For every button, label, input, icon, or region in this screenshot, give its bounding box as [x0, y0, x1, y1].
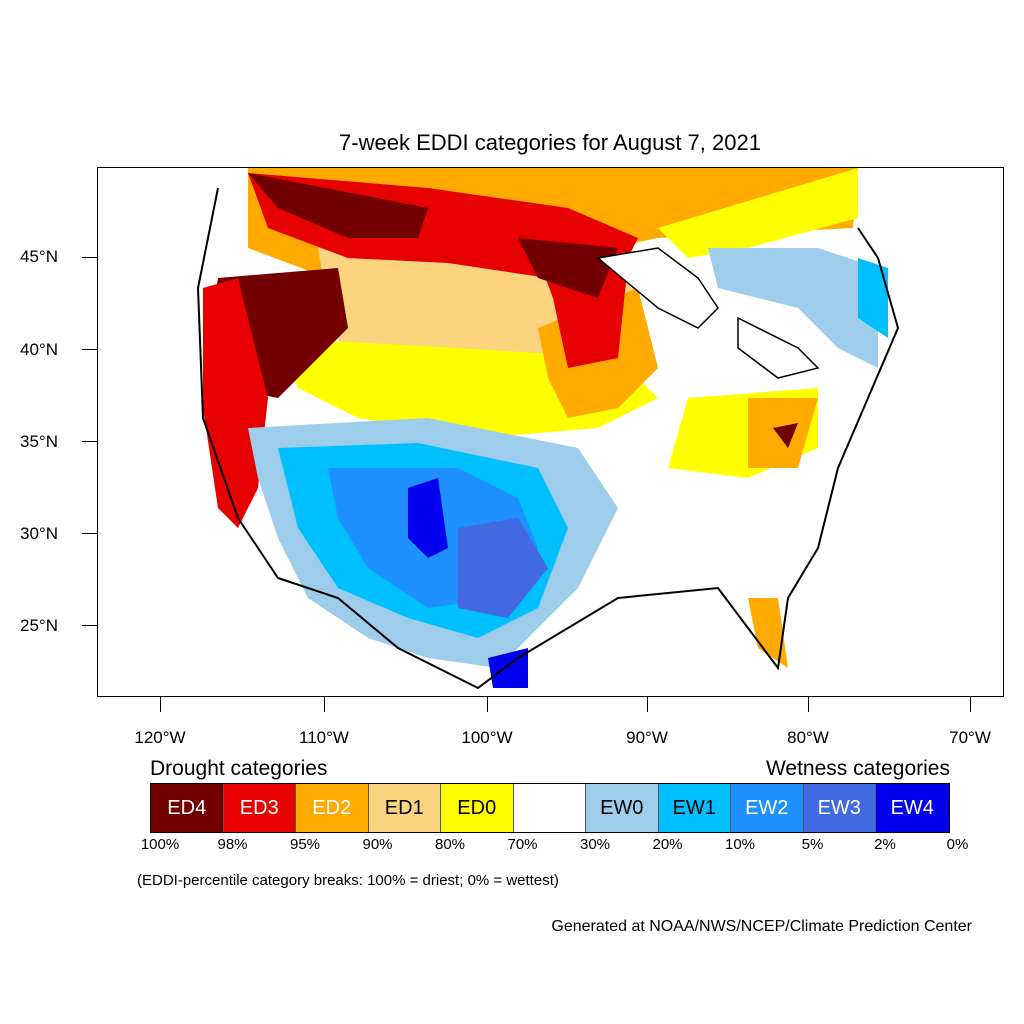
lat-tick: [82, 349, 97, 350]
lon-label-100w: 100°W: [461, 728, 513, 747]
lon-label-80w: 80°W: [787, 728, 829, 747]
legend-cell: EW0: [586, 784, 659, 832]
percent-break-label: 20%: [652, 836, 683, 853]
legend-cell: EW3: [803, 784, 876, 832]
drought-heading: Drought categories: [150, 757, 328, 780]
percent-break-label: 80%: [434, 836, 466, 853]
lon-tick: [808, 697, 809, 712]
legend-cell: ED2: [296, 784, 369, 832]
percent-break-label: 95%: [289, 836, 321, 853]
legend-cell: ED1: [368, 784, 441, 832]
lat-tick: [82, 441, 97, 442]
category-note: (EDDI-percentile category breaks: 100% =…: [137, 872, 559, 889]
credit-text: Generated at NOAA/NWS/NCEP/Climate Predi…: [551, 918, 972, 935]
lon-tick: [160, 697, 161, 712]
percent-break-label: 0%: [946, 836, 969, 853]
legend-cell: ED3: [223, 784, 296, 832]
percent-break-label: 90%: [362, 836, 393, 853]
legend-cell: [513, 784, 586, 832]
lon-tick: [647, 697, 648, 712]
percent-break-label: 30%: [579, 836, 611, 853]
percent-break-label: 10%: [724, 836, 756, 853]
percent-break-label: 70%: [507, 836, 538, 853]
lon-label-70w: 70°W: [949, 728, 991, 747]
legend-cell: EW2: [731, 784, 804, 832]
lat-tick: [82, 257, 97, 258]
lon-tick: [487, 697, 488, 712]
lon-label-90w: 90°W: [626, 728, 668, 747]
lat-label-35n: 35°N: [20, 432, 58, 451]
lon-tick: [324, 697, 325, 712]
lat-label-25n: 25°N: [20, 616, 58, 635]
category-color-bar: ED4 ED3 ED2 ED1 ED0 EW0 EW1 EW2 EW3 EW4: [150, 783, 950, 833]
percent-break-label: 2%: [874, 836, 896, 853]
lat-label-40n: 40°N: [20, 340, 58, 359]
eddi-map: [196, 168, 900, 690]
lat-label-30n: 30°N: [20, 524, 58, 543]
wetness-heading: Wetness categories: [765, 757, 950, 780]
legend-cell: EW1: [658, 784, 731, 832]
lon-label-110w: 110°W: [299, 728, 349, 747]
lat-tick: [82, 533, 97, 534]
lat-label-45n: 45°N: [20, 247, 58, 266]
percent-break-label: 100%: [140, 836, 180, 853]
lon-tick: [970, 697, 971, 712]
legend-cell: EW4: [876, 784, 949, 832]
legend-cell: ED4: [151, 784, 224, 832]
percent-break-label: 98%: [217, 836, 248, 853]
map-panel: [97, 167, 1004, 697]
legend-cell: ED0: [441, 784, 514, 832]
lon-label-120w: 120°W: [134, 728, 186, 747]
percent-break-label: 5%: [801, 836, 824, 853]
lat-tick: [82, 625, 97, 626]
map-title: 7-week EDDI categories for August 7, 202…: [339, 130, 761, 155]
